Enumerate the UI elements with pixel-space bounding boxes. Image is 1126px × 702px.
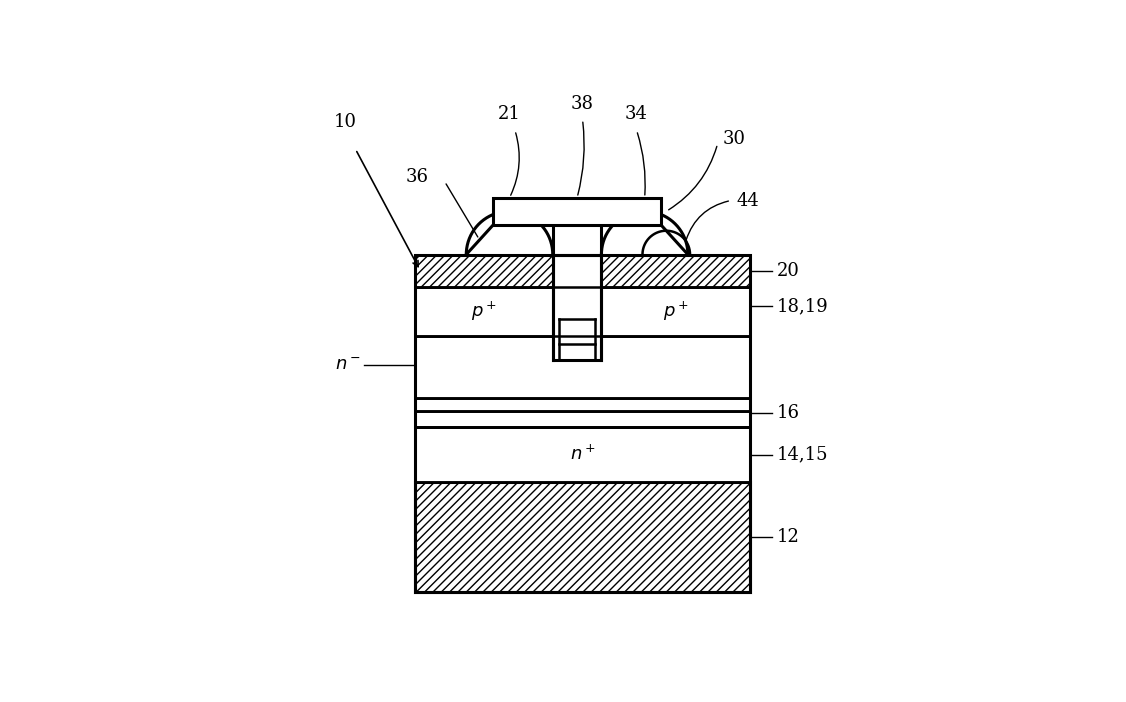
Text: 38: 38 <box>571 95 595 112</box>
Bar <box>414 482 750 592</box>
Text: 21: 21 <box>498 105 521 124</box>
Text: 14,15: 14,15 <box>777 446 829 463</box>
Bar <box>414 428 750 482</box>
Text: 18,19: 18,19 <box>777 297 829 315</box>
Text: 20: 20 <box>777 262 799 279</box>
Text: $n^-$: $n^-$ <box>334 357 360 374</box>
Bar <box>414 336 750 398</box>
Text: 34: 34 <box>625 105 647 124</box>
Bar <box>414 287 553 336</box>
Bar <box>414 255 750 592</box>
Bar <box>601 255 750 287</box>
Bar <box>414 255 553 287</box>
Text: $p^+$: $p^+$ <box>663 300 689 323</box>
Bar <box>601 287 750 336</box>
Text: 36: 36 <box>405 168 428 185</box>
Text: $p^+$: $p^+$ <box>471 300 497 323</box>
Text: 10: 10 <box>333 114 357 131</box>
Text: 30: 30 <box>723 130 747 147</box>
Bar <box>414 398 750 411</box>
Text: 16: 16 <box>777 404 801 422</box>
Text: 44: 44 <box>736 192 759 210</box>
Bar <box>553 255 601 360</box>
Text: $n^+$: $n^+$ <box>570 445 596 464</box>
Bar <box>493 198 661 225</box>
Bar <box>414 411 750 428</box>
Text: 12: 12 <box>777 528 799 546</box>
